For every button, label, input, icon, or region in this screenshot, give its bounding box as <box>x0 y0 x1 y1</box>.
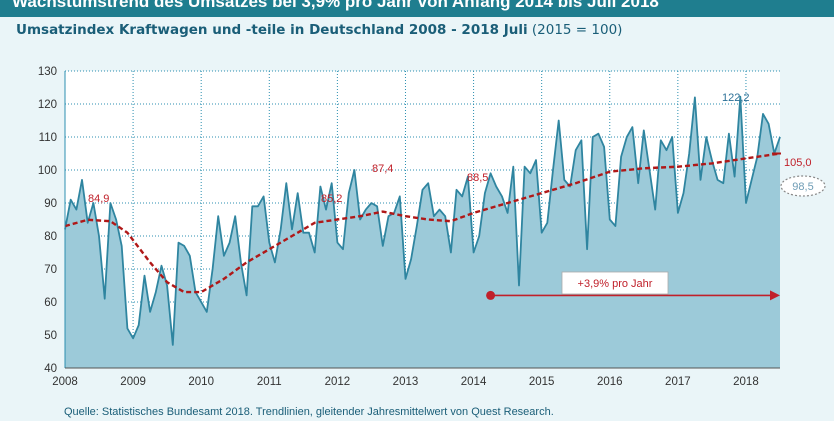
y-tick-label: 120 <box>38 99 57 111</box>
y-tick-label: 130 <box>38 66 57 78</box>
chart-title: Umsatzindex Kraftwagen und -teile in Deu… <box>16 22 622 38</box>
data-label: 88,5 <box>467 172 488 184</box>
last-value-ellipse <box>780 175 826 197</box>
chart-title-suffix: (2015 = 100) <box>531 22 623 38</box>
x-tick-label: 2017 <box>665 376 691 388</box>
y-tick-label: 40 <box>44 363 57 375</box>
y-tick-label: 50 <box>44 330 57 342</box>
index-area <box>65 96 780 368</box>
y-tick-label: 110 <box>39 132 57 144</box>
data-label: 87,4 <box>372 163 393 175</box>
x-tick-label: 2014 <box>461 376 487 388</box>
trend-line <box>64 152 781 294</box>
x-tick-label: 2018 <box>733 376 759 388</box>
data-label: 105,0 <box>784 157 812 169</box>
growth-label-box <box>561 271 669 295</box>
chart-title-main: Umsatzindex Kraftwagen und -teile in Deu… <box>16 22 528 38</box>
data-label: 122,2 <box>722 92 750 104</box>
x-tick-label: 2009 <box>120 376 146 388</box>
y-tick-label: 80 <box>44 231 57 243</box>
x-tick-label: 2011 <box>257 376 282 388</box>
data-label: 84,9 <box>88 193 109 205</box>
x-tick-label: 2016 <box>597 376 623 388</box>
data-label: 98,5 <box>792 181 813 193</box>
banner-title: Wachstumstrend des Umsatzes bei 3,9% pro… <box>12 0 659 11</box>
index-line <box>64 95 781 346</box>
y-tick-label: 100 <box>38 165 57 177</box>
data-label: 85,2 <box>321 193 342 205</box>
y-tick-label: 90 <box>44 198 57 210</box>
y-tick-label: 60 <box>44 297 57 309</box>
growth-arrow-head <box>770 290 780 301</box>
growth-label: +3,9% pro Jahr <box>578 278 653 290</box>
banner: Wachstumstrend des Umsatzes bei 3,9% pro… <box>0 0 834 17</box>
x-tick-label: 2015 <box>529 376 555 388</box>
x-tick-label: 2010 <box>188 376 214 388</box>
x-tick-label: 2013 <box>393 376 419 388</box>
y-tick-label: 70 <box>44 264 57 276</box>
x-tick-label: 2012 <box>325 376 351 388</box>
source-note: Quelle: Statistisches Bundesamt 2018. Tr… <box>64 406 554 418</box>
x-tick-label: 2008 <box>52 376 78 388</box>
growth-arrow-start <box>486 290 496 300</box>
